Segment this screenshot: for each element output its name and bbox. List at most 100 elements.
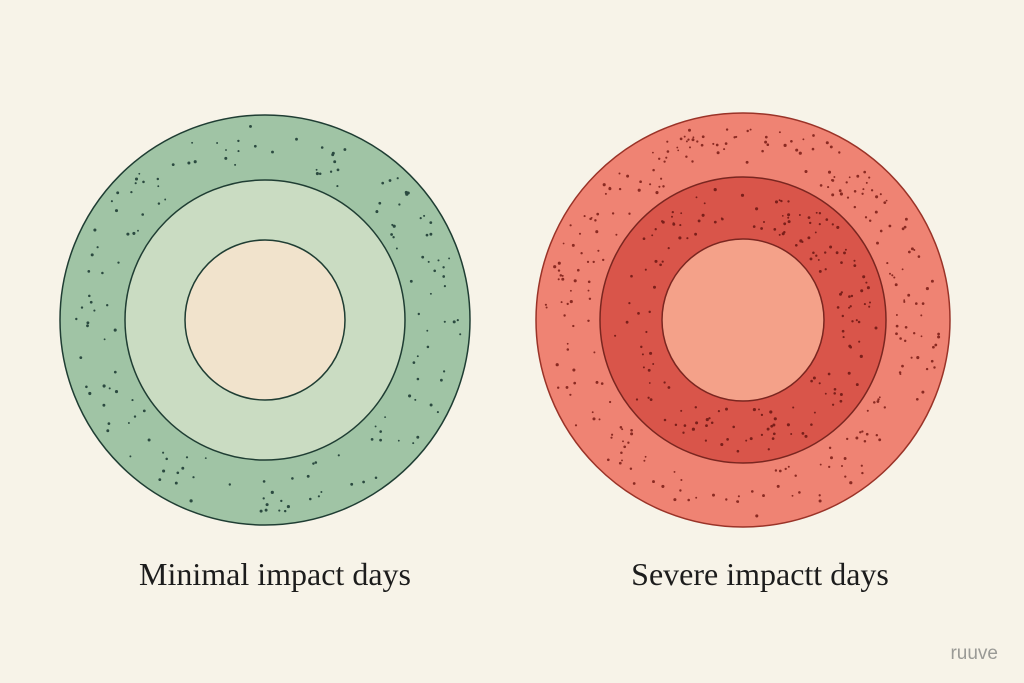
texture-dot: [312, 462, 315, 465]
texture-dot: [697, 219, 701, 223]
texture-dot: [726, 438, 729, 441]
texture-dot: [683, 424, 687, 427]
texture-dot: [721, 217, 724, 221]
texture-dot: [572, 324, 575, 328]
texture-dot: [812, 134, 815, 137]
texture-dot: [807, 236, 811, 240]
texture-dot: [829, 145, 833, 149]
texture-dot: [635, 398, 639, 401]
texture-dot: [712, 142, 715, 145]
texture-dot: [824, 392, 827, 395]
texture-dot: [557, 261, 561, 265]
texture-dot: [171, 163, 175, 167]
texture-dot: [618, 187, 622, 191]
texture-dot: [740, 193, 745, 197]
texture-dot: [792, 406, 795, 409]
texture-dot: [760, 227, 763, 230]
texture-dot: [818, 269, 822, 273]
texture-dot: [134, 177, 139, 181]
texture-dot: [600, 382, 604, 385]
texture-dot: [419, 217, 422, 220]
texture-dot: [110, 200, 113, 203]
texture-dot: [866, 409, 869, 412]
texture-dot: [876, 400, 880, 403]
texture-dot: [888, 224, 892, 228]
texture-dot: [560, 301, 563, 304]
texture-dot: [117, 261, 120, 264]
texture-dot: [762, 494, 765, 498]
texture-dot: [133, 415, 137, 418]
texture-dot: [157, 185, 160, 188]
texture-dot: [569, 300, 573, 304]
texture-dot: [408, 394, 412, 398]
texture-dot: [773, 417, 777, 421]
texture-dot: [917, 255, 921, 258]
texture-dot: [829, 245, 833, 249]
texture-dot: [228, 483, 231, 486]
texture-dot: [877, 398, 880, 401]
texture-dot: [132, 231, 136, 235]
texture-dot: [859, 354, 863, 358]
texture-dot: [632, 482, 636, 485]
texture-dot: [379, 430, 383, 433]
texture-dot: [819, 184, 823, 187]
texture-dot: [901, 227, 905, 231]
texture-dot: [787, 220, 791, 224]
texture-dot: [96, 246, 99, 249]
texture-dot: [695, 196, 698, 199]
texture-dot: [88, 294, 91, 298]
texture-dot: [397, 439, 400, 442]
texture-dot: [587, 289, 590, 292]
texture-dot: [804, 434, 808, 438]
texture-dot: [787, 213, 791, 217]
texture-dot: [396, 177, 399, 180]
texture-dot: [388, 179, 392, 182]
texture-dot: [626, 174, 630, 178]
texture-dot: [608, 186, 611, 189]
texture-dot: [685, 140, 688, 143]
texture-dot: [853, 264, 857, 267]
texture-dot: [578, 232, 582, 235]
texture-dot: [378, 201, 382, 205]
texture-dot: [625, 320, 629, 324]
texture-dot: [608, 400, 612, 404]
texture-dot: [611, 433, 614, 436]
texture-dot: [379, 438, 382, 442]
texture-dot: [860, 289, 864, 293]
texture-dot: [864, 216, 868, 219]
texture-dot: [701, 135, 705, 139]
texture-dot: [271, 150, 274, 154]
texture-dot: [644, 455, 647, 458]
texture-dot: [903, 300, 906, 303]
texture-dot: [561, 277, 565, 281]
texture-dot: [831, 179, 835, 182]
inner-circle: [661, 238, 825, 402]
texture-dot: [773, 228, 777, 231]
texture-dot: [429, 292, 432, 295]
texture-dot: [725, 498, 728, 501]
texture-dot: [691, 160, 694, 163]
texture-dot: [642, 366, 645, 369]
texture-dot: [86, 321, 90, 325]
texture-dot: [627, 441, 630, 444]
texture-dot: [893, 276, 896, 279]
texture-dot: [416, 377, 420, 381]
texture-dot: [712, 493, 715, 497]
texture-dot: [440, 378, 443, 382]
texture-dot: [370, 438, 374, 441]
texture-dot: [237, 139, 240, 143]
texture-dot: [913, 249, 916, 251]
texture-dot: [774, 469, 778, 472]
texture-dot: [801, 432, 805, 435]
texture-dot: [933, 366, 936, 369]
texture-dot: [901, 364, 904, 368]
texture-dot: [818, 499, 822, 503]
texture-dot: [752, 225, 756, 228]
texture-dot: [593, 351, 596, 354]
texture-dot: [674, 423, 678, 427]
texture-dot: [865, 181, 868, 184]
texture-dot: [723, 148, 726, 151]
texture-dot: [641, 353, 644, 356]
texture-dot: [894, 283, 898, 287]
texture-dot: [787, 465, 790, 468]
